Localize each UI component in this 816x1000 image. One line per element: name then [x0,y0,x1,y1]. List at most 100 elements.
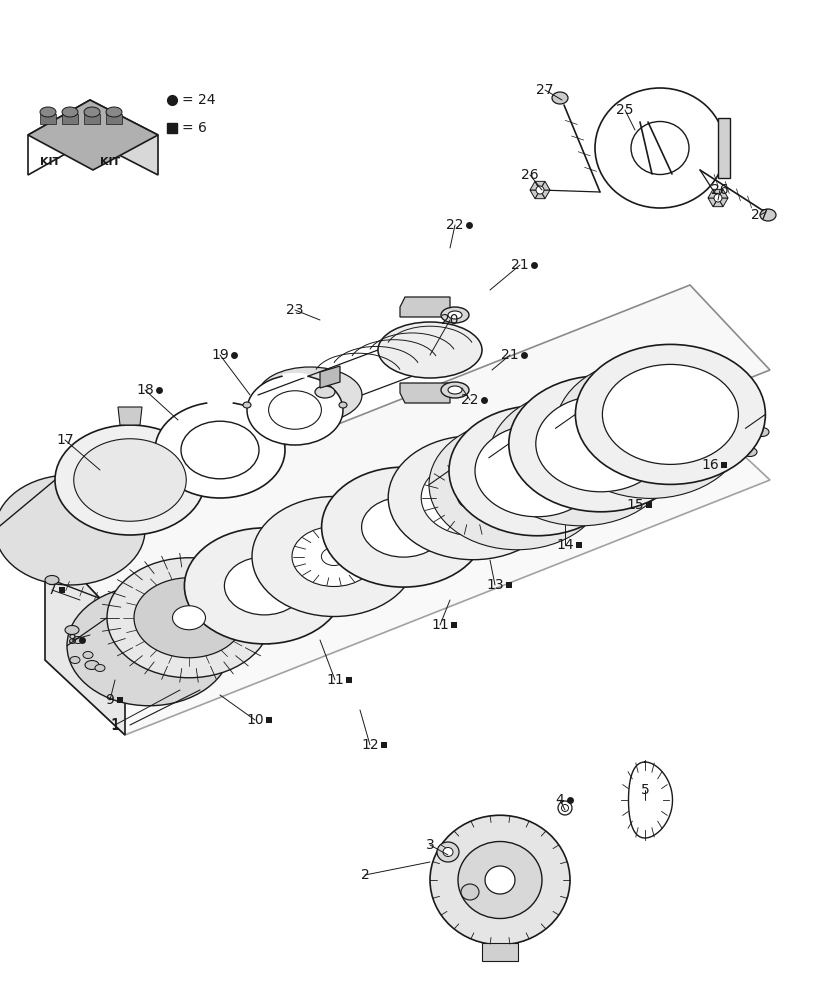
Polygon shape [400,383,450,403]
Ellipse shape [224,557,304,615]
Text: 21: 21 [501,348,519,362]
Ellipse shape [429,420,605,550]
Ellipse shape [437,842,459,862]
Polygon shape [718,189,728,198]
Ellipse shape [181,421,259,479]
Polygon shape [90,100,158,175]
Ellipse shape [388,436,558,560]
Text: 26: 26 [521,168,539,182]
Ellipse shape [558,801,572,815]
Text: 22: 22 [446,218,463,232]
Text: 25: 25 [616,103,634,117]
Text: 9: 9 [105,693,114,707]
Ellipse shape [322,467,486,587]
Ellipse shape [73,439,186,521]
Ellipse shape [106,107,122,117]
Ellipse shape [631,121,689,174]
Text: 17: 17 [56,433,73,447]
Polygon shape [530,181,540,190]
Polygon shape [540,181,550,190]
Text: 11: 11 [431,618,449,632]
Ellipse shape [134,578,244,658]
Text: 13: 13 [486,578,503,592]
Ellipse shape [475,425,599,517]
Ellipse shape [184,528,344,644]
Ellipse shape [575,344,765,484]
Polygon shape [40,114,56,124]
Text: 10: 10 [246,713,264,727]
Ellipse shape [322,548,347,566]
Polygon shape [45,405,770,735]
Ellipse shape [247,375,343,445]
Polygon shape [628,762,672,838]
Ellipse shape [743,448,757,456]
Ellipse shape [268,391,322,429]
Text: 4: 4 [556,793,565,807]
Ellipse shape [65,626,79,635]
Ellipse shape [714,194,722,202]
Ellipse shape [489,390,673,526]
Ellipse shape [315,386,335,398]
Text: = 24: = 24 [182,93,215,107]
Ellipse shape [252,496,416,616]
Ellipse shape [536,396,666,492]
Ellipse shape [430,815,570,945]
Polygon shape [713,198,723,207]
Ellipse shape [421,460,526,536]
Text: 18: 18 [136,383,154,397]
Ellipse shape [172,606,206,630]
Polygon shape [530,190,540,199]
Polygon shape [171,370,689,662]
Polygon shape [400,297,450,317]
Text: 22: 22 [461,393,479,407]
Ellipse shape [441,307,469,323]
Text: 1: 1 [110,718,119,732]
Text: 12: 12 [361,738,379,752]
Ellipse shape [107,558,271,678]
Text: 3: 3 [426,838,434,852]
Polygon shape [106,114,122,124]
Polygon shape [62,114,78,124]
Text: 15: 15 [626,498,644,512]
Text: KIT: KIT [40,157,60,167]
Ellipse shape [45,576,59,584]
Polygon shape [708,198,718,207]
Text: 7: 7 [47,583,56,597]
Text: 14: 14 [557,538,574,552]
Text: 23: 23 [286,303,304,317]
Ellipse shape [378,322,482,378]
Ellipse shape [0,475,145,585]
Ellipse shape [552,92,568,104]
Ellipse shape [458,842,542,918]
Text: KIT: KIT [100,157,120,167]
Ellipse shape [760,209,776,221]
Polygon shape [718,198,728,207]
Text: 16: 16 [701,458,719,472]
Polygon shape [84,114,100,124]
Ellipse shape [461,884,479,900]
Ellipse shape [441,382,469,398]
Ellipse shape [67,586,231,706]
Ellipse shape [292,526,376,586]
Polygon shape [540,190,550,199]
Text: 19: 19 [211,348,228,362]
Text: 20: 20 [441,313,459,327]
Polygon shape [535,181,545,190]
Text: 27: 27 [752,208,769,222]
Text: 21: 21 [511,258,529,272]
Ellipse shape [361,497,446,557]
Polygon shape [708,189,718,198]
Ellipse shape [509,376,693,512]
Ellipse shape [83,652,93,658]
Polygon shape [45,540,125,735]
Text: 26: 26 [712,183,729,197]
Ellipse shape [556,358,745,498]
Ellipse shape [258,367,362,423]
Ellipse shape [485,866,515,894]
Polygon shape [45,285,770,625]
Polygon shape [28,100,158,170]
Polygon shape [535,190,545,199]
Ellipse shape [70,656,80,664]
Ellipse shape [40,107,56,117]
Text: 1: 1 [110,718,120,732]
